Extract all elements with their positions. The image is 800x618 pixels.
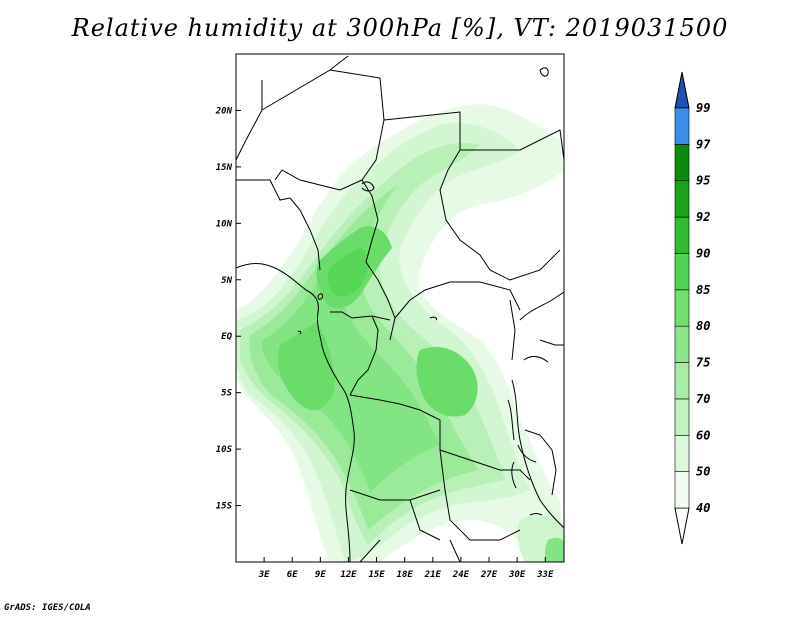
lat-tick-label: 5S	[221, 389, 232, 399]
colorbar-swatch	[674, 471, 690, 509]
colorbar-label: 85	[696, 283, 710, 297]
colorbar-swatch	[674, 325, 690, 363]
colorbar-label: 70	[696, 392, 710, 406]
colorbar-swatch	[674, 362, 690, 400]
lon-tick-label: 3E	[258, 570, 270, 580]
lon-tick-label: 24E	[452, 570, 470, 580]
lon-tick-label: 21E	[424, 570, 442, 580]
lat-tick-label: 15S	[216, 502, 233, 512]
lon-tick-label: 6E	[287, 570, 298, 580]
lat-tick-label: 10S	[216, 445, 233, 455]
map-frame	[235, 53, 565, 563]
colorbar-bottom-arrow	[674, 507, 690, 545]
islands	[297, 67, 549, 335]
colorbar: 40 50 60 70 75 80 85 90 92 95 97 99	[674, 71, 711, 545]
lat-tick-label: 5N	[221, 276, 232, 286]
colorbar-label: 90	[696, 246, 710, 260]
lon-tick-label: 9E	[315, 570, 326, 580]
lon-tick-label: 12E	[340, 570, 357, 580]
lat-tick-label: 20N	[215, 106, 233, 116]
colorbar-label: 60	[696, 428, 710, 442]
colorbar-label: 97	[696, 137, 711, 151]
humidity-region-70-se	[544, 537, 564, 562]
coastlines-and-borders	[236, 55, 564, 562]
colorbar-label: 99	[696, 101, 710, 115]
colorbar-swatch	[674, 253, 690, 291]
humidity-region-75	[262, 245, 440, 492]
colorbar-swatch	[674, 434, 690, 472]
lon-tick-label: 30E	[508, 570, 526, 580]
lat-tick-label: 10N	[216, 219, 233, 229]
humidity-region-80b	[277, 322, 336, 411]
humidity-region-80c	[416, 346, 478, 417]
colorbar-label: 50	[696, 465, 710, 479]
colorbar-swatch	[674, 144, 690, 182]
latitude-axis: 20N 15N 10N 5N EQ 5S 10S 15S	[215, 106, 241, 512]
grads-credit: GrADS: IGES/COLA	[4, 603, 91, 613]
colorbar-swatch	[674, 216, 690, 254]
lon-tick-label: 33E	[536, 570, 554, 580]
great-lakes	[507, 399, 543, 516]
longitude-axis: 3E 6E 9E 12E 15E 18E 21E 24E 27E 30E 33E	[258, 557, 554, 580]
lat-tick-label: EQ	[221, 332, 232, 342]
map-title: Relative humidity at 300hPa [%], VT: 201…	[71, 14, 729, 42]
coastline-east	[511, 291, 564, 529]
colorbar-swatch	[674, 398, 690, 436]
colorbar-top-arrow	[674, 71, 690, 109]
colorbar-label: 92	[696, 210, 710, 224]
coastline	[236, 263, 355, 562]
lat-tick-label: 15N	[216, 163, 233, 173]
country-borders	[236, 55, 564, 562]
colorbar-label: 75	[696, 356, 710, 370]
lake-chad	[361, 181, 375, 192]
colorbar-label: 80	[696, 319, 710, 333]
colorbar-swatch	[674, 289, 690, 327]
lon-tick-label: 27E	[480, 570, 498, 580]
colorbar-label: 40	[696, 501, 710, 515]
colorbar-label: 95	[696, 174, 710, 188]
colorbar-swatch	[674, 180, 690, 218]
lon-tick-label: 15E	[368, 570, 385, 580]
humidity-field	[236, 104, 564, 562]
lon-tick-label: 18E	[397, 570, 414, 580]
humidity-region-85	[327, 248, 368, 297]
colorbar-swatch	[674, 107, 690, 145]
